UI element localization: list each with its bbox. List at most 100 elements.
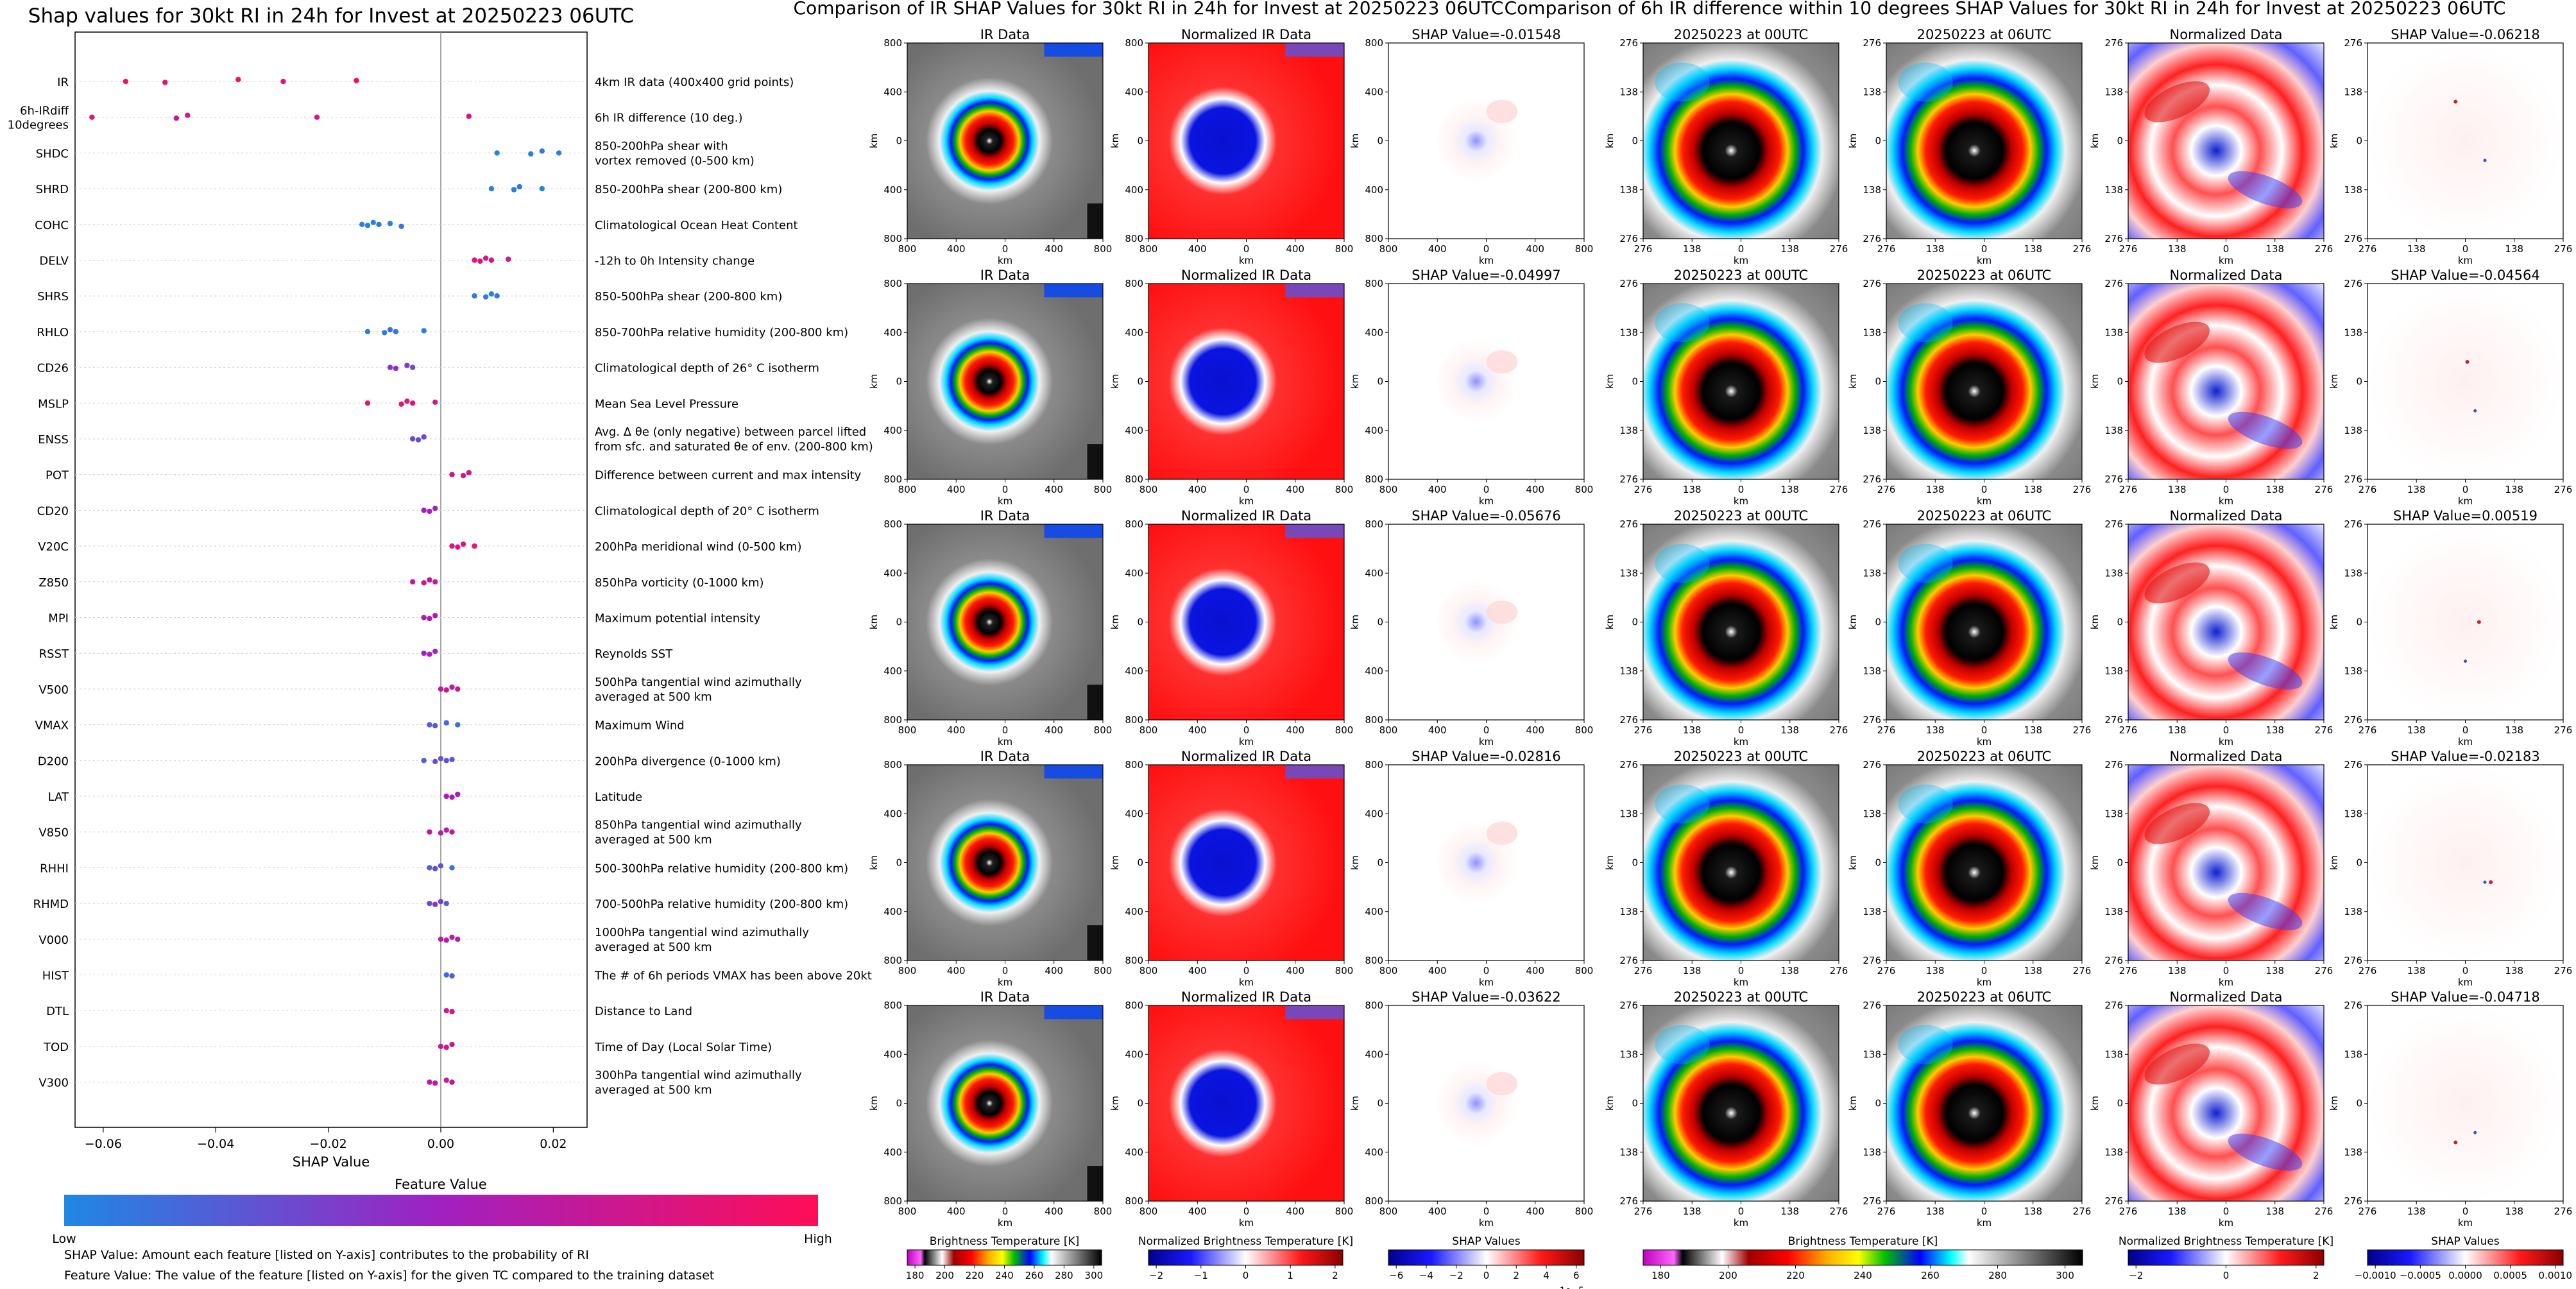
x-axis-label: km [2219, 977, 2233, 988]
y-axis-label: km [1604, 133, 1616, 148]
feature-name-label: MSLP [38, 397, 69, 411]
x-tick-label: 800 [898, 484, 917, 495]
colorbar-tick-label: 2 [2313, 1270, 2319, 1281]
shap-zoom-field [2367, 284, 2563, 479]
x-tick-label: 400 [1188, 965, 1207, 977]
colorbar-tick-label: 0.0010 [2539, 1270, 2573, 1281]
x-tick-label: 800 [1094, 1206, 1113, 1217]
shap-point [482, 294, 489, 300]
image-subplot: SHAP Value=-0.04997800800400400004004008… [1349, 268, 1593, 507]
shap-point [482, 255, 489, 261]
x-tick-label: 138 [2265, 484, 2284, 495]
x-tick-label: 0 [1002, 1206, 1009, 1217]
y-tick-label: 0 [1377, 1098, 1383, 1109]
shap-zoom-speck [2464, 660, 2467, 663]
x-axis-label: km [1977, 736, 1992, 747]
x-tick-label: 276 [1830, 484, 1848, 495]
diff-shap-values-colorbar [2367, 1249, 2564, 1266]
y-tick-label: 276 [1863, 278, 1881, 289]
y-tick-label: 0 [1377, 376, 1383, 388]
subplot-title: 20250223 at 00UTC [1674, 268, 1809, 283]
image-subplot: 20250223 at 06UTC27627613813800138138276… [1847, 989, 2091, 1229]
subplot-title: SHAP Value=-0.04997 [1412, 268, 1561, 283]
y-axis-label: km [1604, 1096, 1616, 1111]
y-tick-label: 800 [1125, 955, 1143, 966]
subplot-title: Normalized IR Data [1181, 749, 1311, 764]
ir-storm [907, 1005, 1103, 1201]
shap-point [477, 258, 483, 264]
x-tick-label: 138 [2168, 965, 2187, 977]
x-tick-label: 800 [1379, 724, 1398, 736]
y-tick-label: 0 [896, 857, 902, 869]
image-subplot: 20250223 at 00UTC27627613813800138138276… [1604, 989, 1848, 1229]
x-tick-label: 400 [1526, 965, 1544, 977]
x-tick-label: 276 [2073, 724, 2092, 736]
x-tick-label: 276 [2073, 965, 2092, 977]
x-axis-label: km [2458, 1217, 2473, 1229]
shap-zoom-speck [2453, 1140, 2458, 1145]
image-subplot: Normalized Data2762761381380013813827627… [2089, 508, 2333, 747]
ir-land [1087, 925, 1103, 960]
y-tick-label: 138 [2104, 425, 2123, 436]
x-tick-label: 276 [1877, 1206, 1896, 1217]
y-tick-label: 0 [896, 376, 902, 388]
x-tick-label: 138 [1926, 724, 1945, 736]
shap-point [432, 901, 438, 907]
y-tick-label: 400 [1125, 86, 1143, 98]
x-tick-label: 138 [2407, 243, 2426, 255]
y-tick-label: 138 [1863, 1147, 1881, 1158]
x-tick-label: 800 [1575, 1206, 1594, 1217]
x-tick-label: 276 [2315, 724, 2333, 736]
subplot-title: 20250223 at 00UTC [1674, 749, 1809, 764]
y-tick-label: 138 [1619, 567, 1638, 579]
y-tick-label: 400 [1125, 1147, 1143, 1158]
x-tick-label: 0 [1981, 1206, 1988, 1217]
subplot-title: Normalized Data [2170, 989, 2283, 1005]
y-tick-label: 138 [2104, 906, 2123, 918]
x-tick-label: 0 [1243, 1206, 1250, 1217]
shap-point [427, 865, 432, 871]
x-tick-label: 276 [2315, 1206, 2333, 1217]
feature-name-label: HIST [42, 969, 69, 983]
shap-zoom-field [2367, 43, 2563, 239]
y-tick-label: 276 [2344, 233, 2362, 244]
y-tick-label: 138 [2344, 906, 2362, 918]
ir-zoom-band [1898, 784, 1953, 824]
shap-point [443, 972, 449, 978]
shap-point [455, 722, 461, 728]
shap-point [364, 329, 371, 335]
subplot-title: 20250223 at 06UTC [1917, 268, 2052, 283]
x-tick-label: 0 [2462, 484, 2469, 495]
y-tick-label: 276 [2104, 1000, 2123, 1011]
x-axis-label: km [2458, 495, 2473, 507]
shap-point [421, 615, 427, 620]
y-tick-label: 800 [1365, 759, 1383, 771]
subplot-title: SHAP Value=0.00519 [2393, 508, 2538, 524]
y-tick-label: 800 [883, 37, 902, 49]
normalized-storm [1148, 1005, 1344, 1201]
ir-corner-cloud [1044, 43, 1103, 57]
shap-zoom-speck [2453, 99, 2458, 104]
subplot-title: IR Data [980, 749, 1030, 764]
ir-zoom-band [1655, 543, 1710, 583]
y-tick-label: 276 [1619, 37, 1638, 49]
y-tick-label: 138 [1619, 665, 1638, 677]
shap-point [539, 148, 545, 154]
ir-zoom-band [1898, 62, 1953, 102]
feature-description-label: averaged at 500 km [595, 1084, 712, 1097]
x-tick-label: 276 [1877, 965, 1896, 977]
shap-point [449, 829, 455, 835]
x-tick-label: 138 [1683, 243, 1702, 255]
subplot-title: Normalized IR Data [1181, 27, 1311, 42]
x-tick-label: 138 [2265, 1206, 2284, 1217]
shap-point [443, 1008, 449, 1014]
shap-zoom-field [2367, 765, 2563, 960]
x-tick-label: 138 [2407, 1206, 2426, 1217]
image-subplot: SHAP Value=-0.04718276276138138001381382… [2328, 989, 2572, 1229]
x-tick-label: −0.06 [85, 1137, 122, 1151]
y-tick-label: 400 [1365, 808, 1383, 819]
x-axis-label: km [1479, 1217, 1494, 1229]
image-subplot: Normalized Data2762761381380013813827627… [2089, 27, 2333, 266]
feature-description-label: vortex removed (0-500 km) [595, 154, 755, 167]
